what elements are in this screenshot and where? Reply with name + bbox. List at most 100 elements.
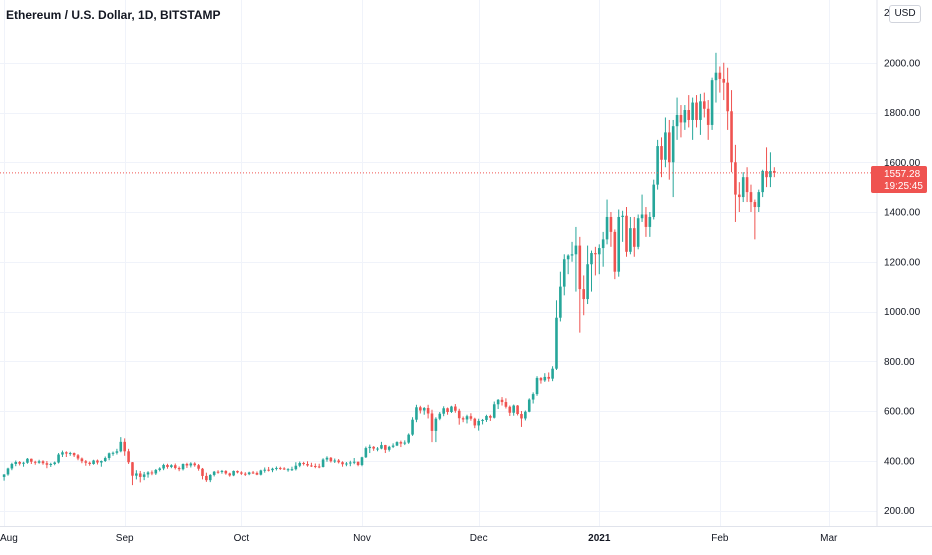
candle-body xyxy=(710,80,714,125)
candle-body xyxy=(675,114,679,127)
candle-body xyxy=(185,463,189,466)
candle xyxy=(49,462,53,467)
candle xyxy=(446,407,449,415)
candle-body xyxy=(745,177,749,193)
candle-body xyxy=(469,416,473,419)
candle-body xyxy=(103,458,107,461)
candle-body xyxy=(275,467,278,469)
candle xyxy=(485,414,488,422)
candle-body xyxy=(442,408,445,414)
candle xyxy=(761,169,764,198)
candle-body xyxy=(2,474,6,477)
price-axis[interactable]: 200.00 400.00 600.00 800.00 1000.00 1200.00 14… xyxy=(884,8,921,517)
candle-body xyxy=(652,184,656,217)
candle-body xyxy=(208,474,212,481)
candle xyxy=(454,404,457,413)
candle xyxy=(341,461,344,467)
candle xyxy=(236,470,239,474)
candle xyxy=(730,90,733,173)
candle xyxy=(664,117,667,168)
time-axis[interactable]: Aug Sep Oct Nov Dec 2021 Feb Mar xyxy=(0,533,838,544)
candle-body xyxy=(294,465,298,470)
candle xyxy=(403,440,407,446)
candle xyxy=(41,460,45,465)
candle xyxy=(321,458,325,468)
candle xyxy=(146,471,150,478)
candle-body xyxy=(492,404,496,418)
candle-body xyxy=(543,376,547,381)
currency-button[interactable]: USD xyxy=(889,5,921,23)
candle-body xyxy=(255,472,259,475)
candle xyxy=(434,417,438,443)
time-axis-label: Nov xyxy=(353,533,371,544)
candle-body xyxy=(454,406,457,411)
candle xyxy=(57,453,60,464)
candle xyxy=(660,137,663,178)
candle xyxy=(391,443,395,449)
candle xyxy=(504,398,508,409)
candle-body xyxy=(399,442,403,444)
candle xyxy=(773,167,776,178)
candle-body xyxy=(115,451,119,453)
candle xyxy=(53,461,56,466)
candle-body xyxy=(356,461,360,465)
candle-body xyxy=(512,405,515,413)
candle-body xyxy=(337,460,340,463)
candle-body xyxy=(138,473,142,477)
candle xyxy=(562,254,566,296)
candle xyxy=(489,414,492,421)
candle xyxy=(26,458,29,464)
candle-body xyxy=(14,461,18,464)
candle-body xyxy=(636,218,640,247)
candle xyxy=(314,463,317,469)
candle-body xyxy=(430,413,434,431)
candle xyxy=(111,451,115,456)
candle-body xyxy=(426,408,430,414)
candle-body xyxy=(193,463,197,466)
candle xyxy=(683,105,687,130)
candle xyxy=(769,152,772,188)
candle-body xyxy=(621,215,624,217)
candle xyxy=(162,463,165,471)
candle xyxy=(699,93,702,135)
candle-body xyxy=(660,146,663,160)
candle xyxy=(706,100,710,140)
candle-body xyxy=(387,446,391,450)
price-axis-label: 200.00 xyxy=(884,506,915,517)
candle-body xyxy=(473,418,477,426)
candle xyxy=(68,451,72,456)
candle xyxy=(442,406,445,417)
candle xyxy=(601,231,605,267)
candle xyxy=(325,456,329,462)
candle-body xyxy=(224,470,228,474)
candle-body xyxy=(578,245,582,290)
candle-body xyxy=(197,465,200,469)
candle xyxy=(726,67,729,130)
candle xyxy=(512,404,515,416)
candle xyxy=(691,97,694,140)
candle xyxy=(76,454,80,461)
candle-body xyxy=(228,473,232,476)
candle-body xyxy=(419,407,422,411)
price-axis-label: 1200.00 xyxy=(884,257,921,268)
candle xyxy=(652,179,656,220)
candle xyxy=(621,210,624,242)
candles[interactable] xyxy=(2,52,776,486)
candle-body xyxy=(722,78,726,83)
candle xyxy=(477,418,480,431)
price-axis-label: 1400.00 xyxy=(884,208,921,219)
candle-body xyxy=(594,253,597,255)
candle-body xyxy=(496,399,500,405)
candle xyxy=(496,399,500,410)
candle xyxy=(524,410,527,421)
candle xyxy=(551,366,554,382)
candle xyxy=(2,474,6,481)
candle-body xyxy=(562,259,566,287)
candle-body xyxy=(263,469,267,471)
candle-body xyxy=(72,453,76,456)
candle-body xyxy=(508,406,512,413)
candle-body xyxy=(57,454,60,463)
candle-body xyxy=(119,441,123,452)
